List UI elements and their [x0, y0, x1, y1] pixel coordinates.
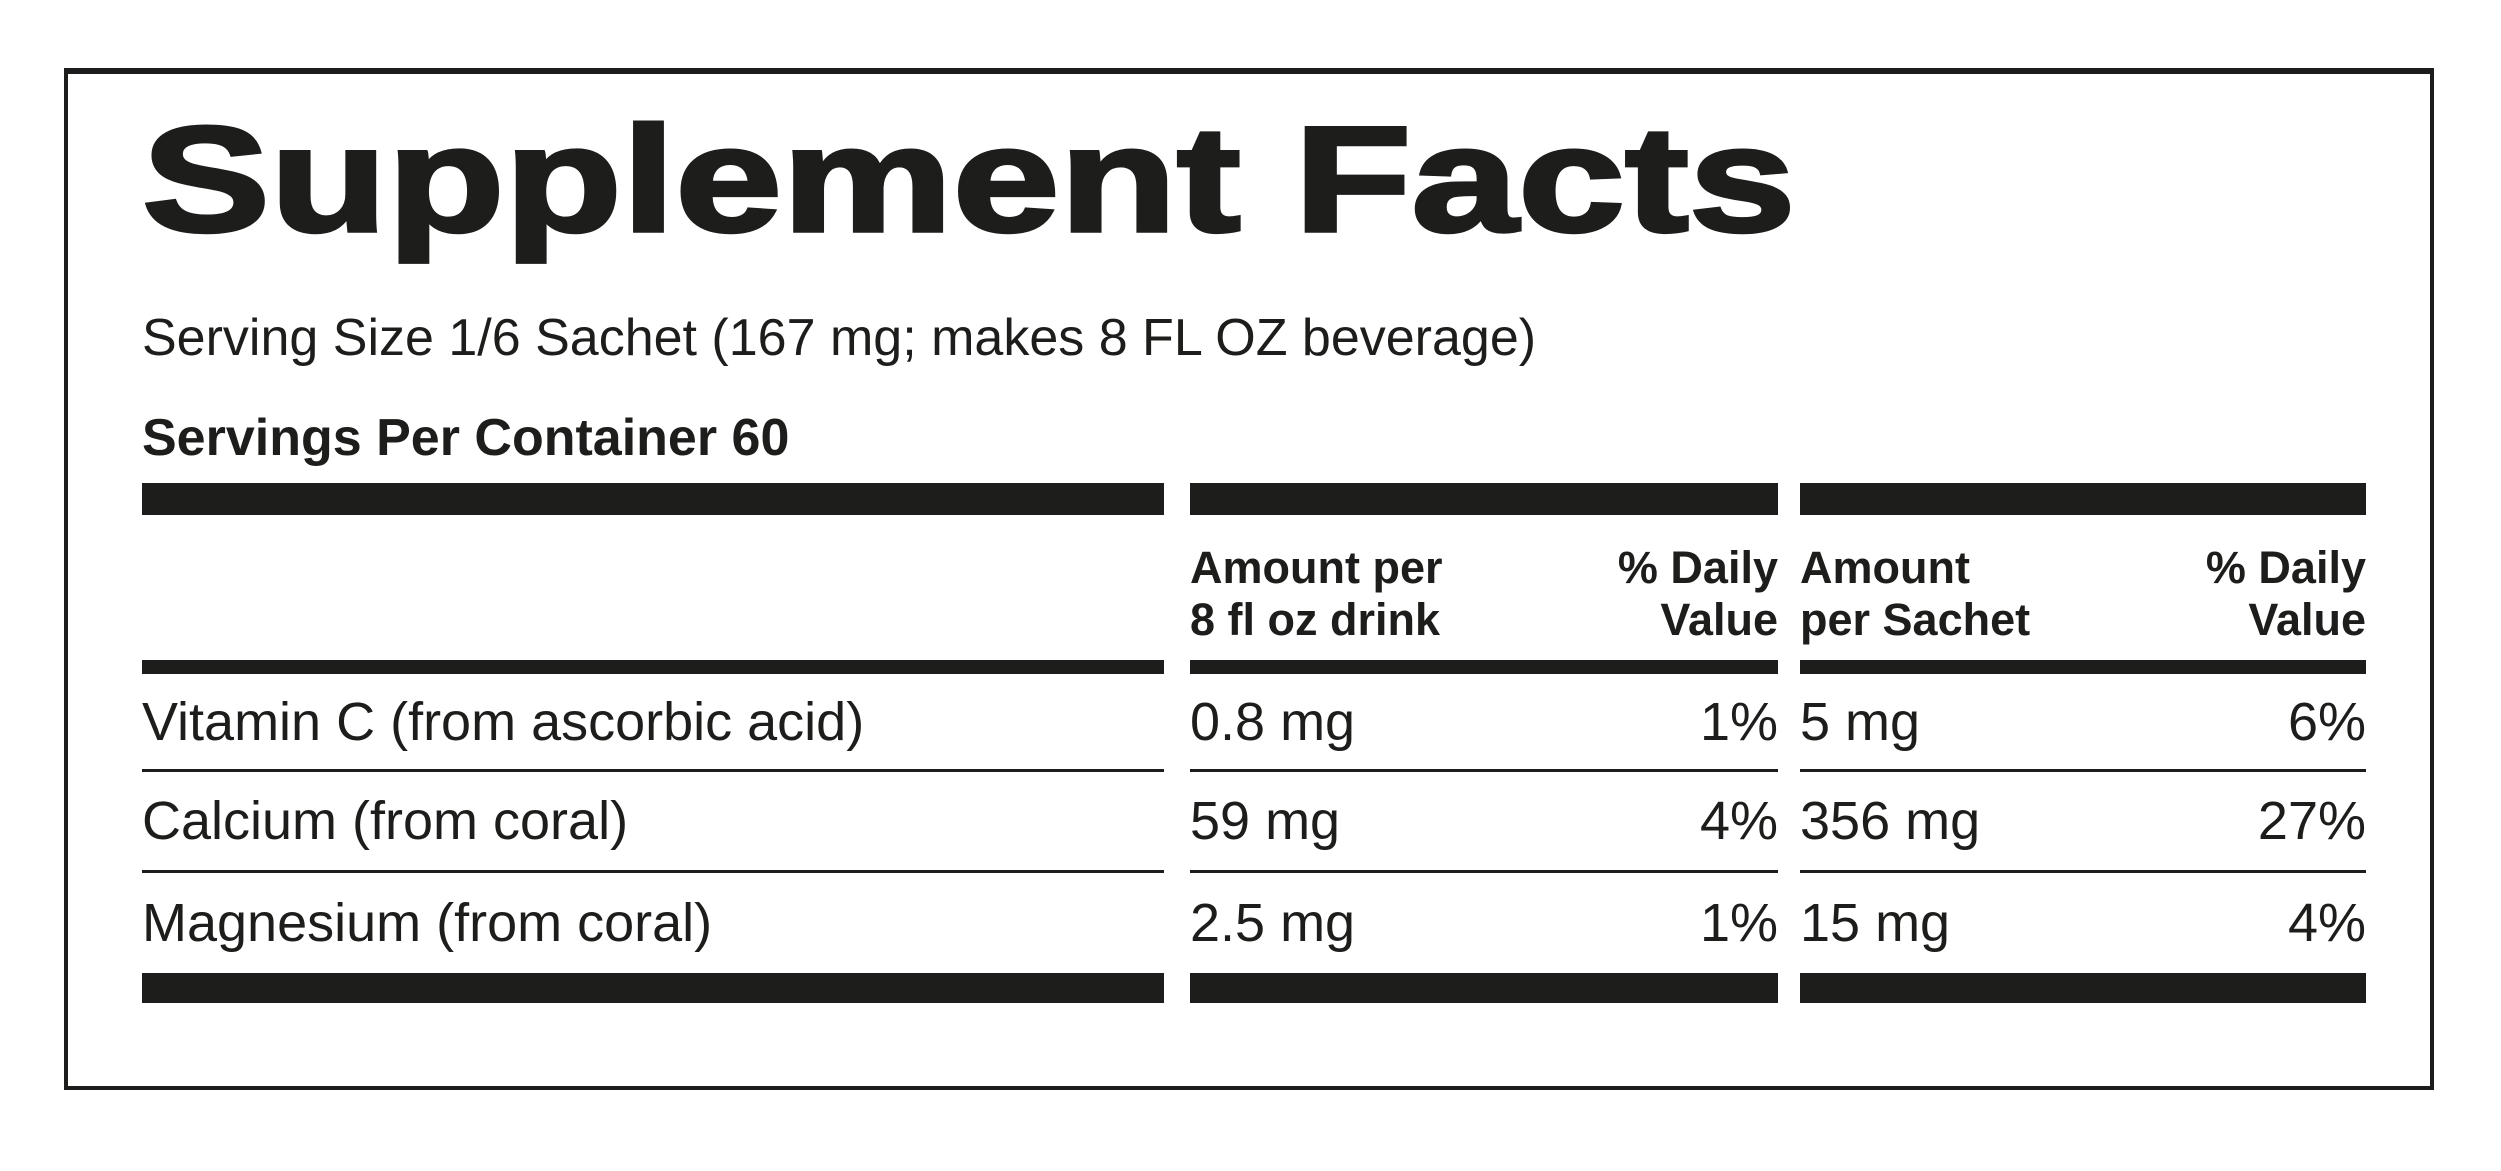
column-gap	[1164, 515, 1190, 660]
column-gap	[1778, 483, 1800, 515]
header-line: per Sachet	[1800, 593, 2031, 645]
header-amount-per-drink: Amount per 8 fl oz drink	[1190, 542, 1443, 646]
table-header-row: Amount per 8 fl oz drink % Daily Value A…	[142, 515, 2366, 660]
daily-value-drink: 1%	[1699, 893, 1778, 953]
nutrient-row-calcium: Calcium (from coral) 59 mg 4% 356 mg 27%	[142, 772, 2366, 870]
divider-bar	[1800, 660, 2366, 674]
supplement-label: Supplement Facts Serving Size 1/6 Sachet…	[64, 68, 2434, 1090]
amount-per-sachet-value: 356 mg	[1800, 791, 1981, 851]
divider-bar	[142, 660, 1164, 674]
bottom-bar-names	[142, 973, 1164, 1003]
rule	[1800, 769, 2366, 772]
header-group-drink: Amount per 8 fl oz drink % Daily Value	[1190, 515, 1778, 660]
amount-per-sachet-value: 15 mg	[1800, 893, 1951, 953]
top-bar-sachet	[1800, 483, 2366, 515]
column-gap	[1164, 660, 1190, 674]
daily-value-drink: 4%	[1699, 791, 1778, 851]
rule	[1190, 870, 1778, 873]
column-gap	[1778, 769, 1800, 772]
header-daily-value-sachet: % Daily Value	[2206, 542, 2366, 646]
column-gap	[1778, 973, 1800, 1003]
daily-value-drink: 1%	[1699, 691, 1778, 752]
header-daily-value-drink: % Daily Value	[1618, 542, 1778, 646]
daily-value-sachet: 4%	[2287, 893, 2366, 953]
label-title: Supplement Facts	[140, 95, 1798, 263]
header-amount-per-sachet: Amount per Sachet	[1800, 542, 2030, 646]
header-line: Value	[2248, 593, 2366, 645]
column-gap	[1164, 973, 1190, 1003]
table-bottom-bars	[142, 973, 2366, 1003]
amount-per-drink-value: 0.8 mg	[1190, 691, 1356, 752]
header-line: Value	[1660, 593, 1778, 645]
drink-values: 2.5 mg 1%	[1190, 896, 1778, 950]
bottom-bar-sachet	[1800, 973, 2366, 1003]
divider-bar	[1190, 660, 1778, 674]
drink-values: 59 mg 4%	[1190, 794, 1778, 848]
sachet-values: 15 mg 4%	[1800, 896, 2366, 950]
servings-per-container-text: Servings Per Container 60	[142, 409, 790, 467]
rule	[142, 870, 1164, 873]
row-divider	[142, 870, 2366, 873]
nutrient-name: Calcium (from coral)	[142, 791, 629, 851]
daily-value-sachet: 27%	[2257, 791, 2366, 851]
serving-size-text: Serving Size 1/6 Sachet (167 mg; makes 8…	[142, 309, 1537, 367]
header-line: Amount	[1800, 541, 1970, 593]
column-gap	[1778, 870, 1800, 873]
amount-per-sachet-value: 5 mg	[1800, 691, 1921, 752]
column-gap	[1778, 515, 1800, 660]
column-gap	[1164, 483, 1190, 515]
header-line: 8 fl oz drink	[1190, 593, 1441, 645]
rule	[1190, 769, 1778, 772]
drink-values: 0.8 mg 1%	[1190, 695, 1778, 749]
nutrient-row-magnesium: Magnesium (from coral) 2.5 mg 1% 15 mg 4…	[142, 873, 2366, 973]
column-gap	[1164, 769, 1190, 772]
header-line: % Daily	[2205, 541, 2366, 593]
sachet-values: 5 mg 6%	[1800, 695, 2366, 749]
nutrient-row-vitamin-c: Vitamin C (from ascorbic acid) 0.8 mg 1%…	[142, 674, 2366, 769]
table-top-bars	[142, 483, 2366, 515]
column-gap	[1164, 870, 1190, 873]
daily-value-sachet: 6%	[2287, 691, 2366, 752]
header-names-empty	[142, 515, 1164, 660]
amount-per-drink-value: 59 mg	[1190, 791, 1341, 851]
header-divider-bars	[142, 660, 2366, 674]
nutrient-name: Magnesium (from coral)	[142, 893, 713, 953]
amount-per-drink-value: 2.5 mg	[1190, 893, 1356, 953]
header-group-sachet: Amount per Sachet % Daily Value	[1800, 515, 2366, 660]
header-line: % Daily	[1617, 541, 1778, 593]
nutrient-name: Vitamin C (from ascorbic acid)	[142, 691, 865, 752]
sachet-values: 356 mg 27%	[1800, 794, 2366, 848]
bottom-bar-drink	[1190, 973, 1778, 1003]
header-line: Amount per	[1190, 541, 1443, 593]
top-bar-drink	[1190, 483, 1778, 515]
row-divider	[142, 769, 2366, 772]
top-bar-names	[142, 483, 1164, 515]
rule	[1800, 870, 2366, 873]
column-gap	[1778, 660, 1800, 674]
facts-table: Amount per 8 fl oz drink % Daily Value A…	[142, 483, 2366, 1003]
rule	[142, 769, 1164, 772]
